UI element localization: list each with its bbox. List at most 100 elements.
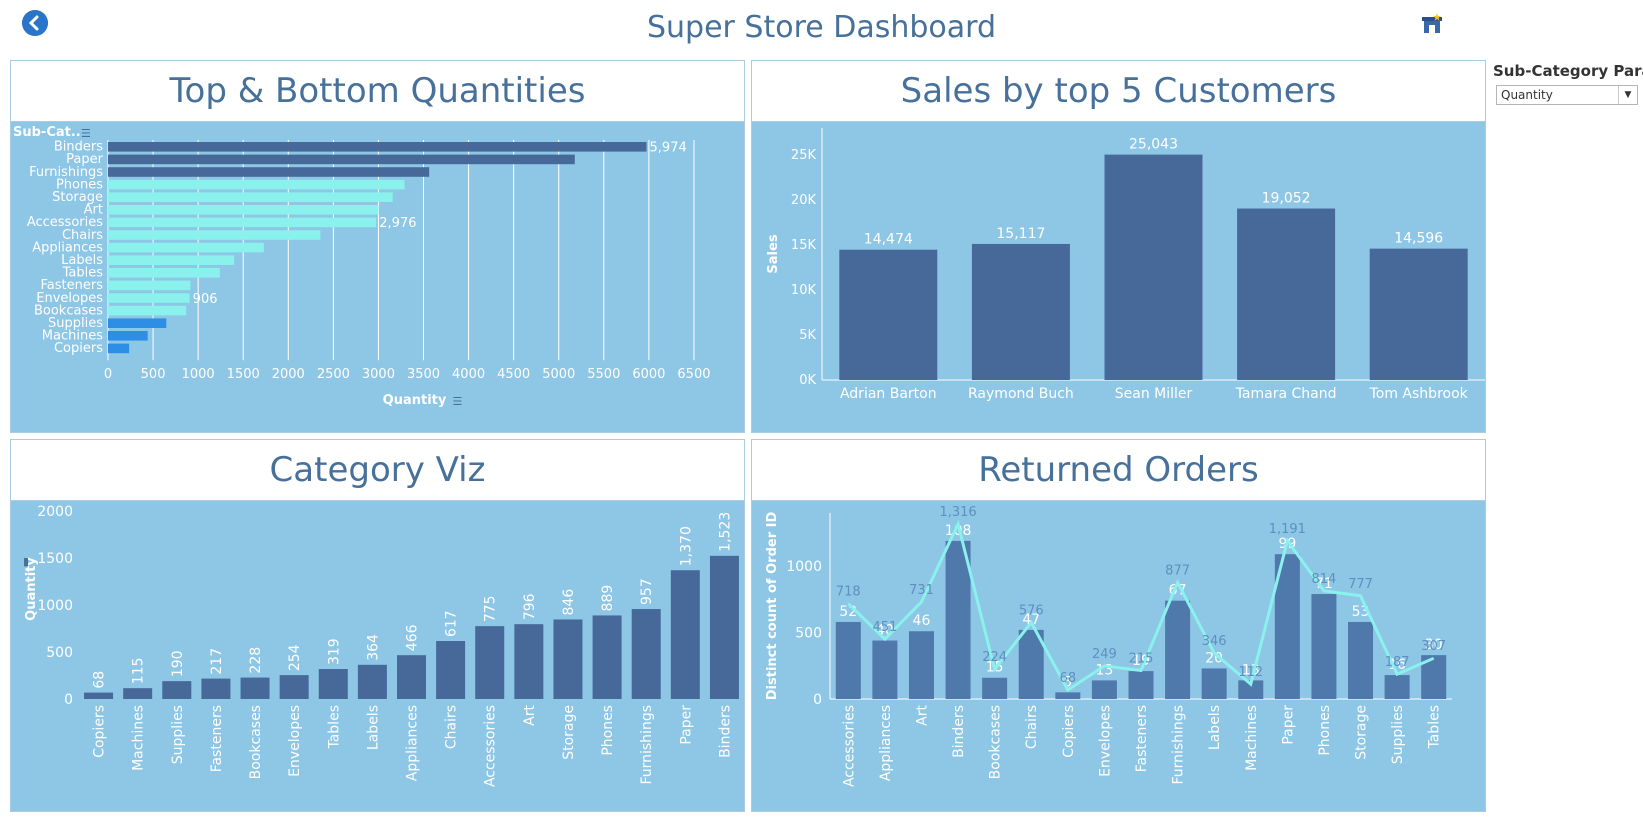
- bar-furnishings[interactable]: [1165, 600, 1191, 699]
- bar-bookcases[interactable]: [240, 677, 270, 699]
- bar-envelopes[interactable]: [279, 675, 309, 699]
- returned-chart: 0 500 1000 Distinct count of Order ID 52 Acce…: [765, 505, 1452, 787]
- bar-machines[interactable]: [108, 331, 148, 341]
- bar-binders[interactable]: [945, 540, 971, 699]
- bar-chairs[interactable]: [436, 641, 466, 699]
- bar-chairs[interactable]: [1018, 629, 1044, 699]
- bar-paper[interactable]: [108, 154, 575, 165]
- top-bottom-chart: 0 500 1000 1500 2000 2500 3000 3500 4000 4500 5000…: [13, 125, 711, 408]
- y-axis-header[interactable]: Sub-Cat..: [13, 125, 81, 140]
- bar-art[interactable]: [108, 205, 379, 215]
- value-label: 190: [170, 650, 186, 677]
- chevron-down-icon[interactable]: ▼: [1618, 86, 1637, 104]
- bar-art[interactable]: [908, 631, 934, 699]
- bar-appliances[interactable]: [872, 640, 898, 699]
- bar-machines[interactable]: [123, 688, 153, 699]
- bar-binders[interactable]: [108, 142, 647, 152]
- bar-storage[interactable]: [553, 619, 583, 699]
- bar-labels[interactable]: [1201, 668, 1227, 699]
- x-axis-title[interactable]: Quantity: [383, 393, 447, 408]
- bar-copiers[interactable]: [1055, 692, 1081, 699]
- bar-storage[interactable]: [1348, 621, 1374, 699]
- line-value-label: 1,191: [1269, 522, 1306, 537]
- category-label: Tables: [62, 266, 104, 281]
- bar-envelopes[interactable]: [1091, 680, 1117, 699]
- bar-chairs[interactable]: [108, 230, 321, 240]
- parameter-dropdown[interactable]: Quantity ▼: [1496, 85, 1638, 105]
- bar-fasteners[interactable]: [108, 280, 191, 291]
- category-label: Storage: [52, 190, 103, 205]
- bar-furnishings[interactable]: [108, 167, 430, 177]
- bar-sean-miller[interactable]: [1104, 154, 1203, 380]
- bar-supplies[interactable]: [1384, 675, 1410, 699]
- value-label: 14,596: [1394, 231, 1443, 247]
- x-tick-label: 500: [141, 367, 166, 382]
- category-label: Paper: [1280, 705, 1296, 745]
- category-label: Bookcases: [988, 705, 1004, 779]
- bar-raymond-buch[interactable]: [971, 243, 1070, 380]
- bar-copiers[interactable]: [84, 692, 114, 699]
- category-label: Machines: [42, 329, 103, 344]
- bar-accessories[interactable]: [835, 621, 861, 699]
- top-bottom-panel: Top & Bottom Quantities 0 500 1000 1500 2000…: [10, 60, 745, 433]
- bar-value-label: 5: [1063, 674, 1072, 690]
- line-value-label: 731: [909, 583, 934, 598]
- category-label: Furnishings: [639, 705, 655, 785]
- back-arrow-icon[interactable]: [22, 10, 48, 36]
- bar-appliances[interactable]: [397, 655, 426, 699]
- sort-icon[interactable]: ☰: [453, 395, 463, 408]
- bar-paper[interactable]: [670, 570, 700, 699]
- sort-icon[interactable]: ☰: [81, 127, 91, 140]
- value-label: 1,523: [717, 512, 733, 552]
- bar-accessories[interactable]: [475, 626, 505, 699]
- bar-phones[interactable]: [592, 615, 622, 699]
- category-label: Accessories: [841, 705, 857, 787]
- y-tick-label: 20K: [791, 193, 817, 208]
- bar-fasteners[interactable]: [201, 678, 231, 699]
- x-tick-label: 1000: [182, 367, 215, 382]
- category-label: Bookcases: [34, 303, 103, 318]
- x-tick-label: 5500: [587, 367, 620, 382]
- bar-supplies[interactable]: [108, 318, 167, 328]
- bar-labels[interactable]: [357, 664, 387, 699]
- bar-tom-ashbrook[interactable]: [1369, 248, 1468, 380]
- bar-envelopes[interactable]: [108, 293, 190, 303]
- bar-accessories[interactable]: [108, 217, 377, 228]
- y-tick-label: 0: [64, 692, 73, 708]
- bar-phones[interactable]: [1311, 594, 1337, 699]
- category-label: Furnishings: [1171, 705, 1187, 785]
- bar-bookcases[interactable]: [982, 677, 1008, 699]
- bar-adrian-barton[interactable]: [839, 249, 938, 380]
- bar-bookcases[interactable]: [108, 305, 187, 316]
- category-label: Phones: [1317, 705, 1333, 756]
- panel-title-customers: Sales by top 5 Customers: [752, 61, 1485, 122]
- value-label: 14,474: [864, 232, 913, 248]
- bar-tables[interactable]: [318, 669, 348, 699]
- y-tick-label: 1000: [37, 598, 73, 614]
- bar-storage[interactable]: [108, 192, 393, 202]
- bar-tables[interactable]: [108, 268, 220, 278]
- bar-appliances[interactable]: [108, 242, 264, 253]
- value-label: 466: [405, 624, 421, 651]
- x-tick-label: 0: [104, 367, 112, 382]
- bar-furnishings[interactable]: [631, 609, 661, 699]
- y-tick-label: 25K: [791, 148, 817, 163]
- bar-copiers[interactable]: [108, 343, 130, 354]
- bar-supplies[interactable]: [162, 681, 192, 699]
- store-icon[interactable]: [1420, 12, 1444, 36]
- bar-labels[interactable]: [108, 255, 235, 265]
- customers-chart: 0K 5K 10K 15K 20K 25K Sales 14,474 Adrian Barton…: [766, 128, 1485, 402]
- panel-title-top-bottom: Top & Bottom Quantities: [11, 61, 744, 122]
- bar-machines[interactable]: [1238, 680, 1264, 699]
- returned-line[interactable]: [847, 519, 1435, 693]
- x-tick-label: 2500: [317, 367, 350, 382]
- bar-chart-icon[interactable]: ▮: [23, 555, 29, 568]
- line-value-label: 718: [836, 585, 861, 600]
- bar-tamara-chand[interactable]: [1237, 208, 1336, 380]
- bar-binders[interactable]: [709, 555, 739, 699]
- bar-art[interactable]: [514, 624, 544, 699]
- bar-fasteners[interactable]: [1128, 671, 1154, 699]
- bar-phones[interactable]: [108, 179, 405, 190]
- value-label: 217: [209, 648, 225, 675]
- category-label: Tables: [1427, 705, 1443, 750]
